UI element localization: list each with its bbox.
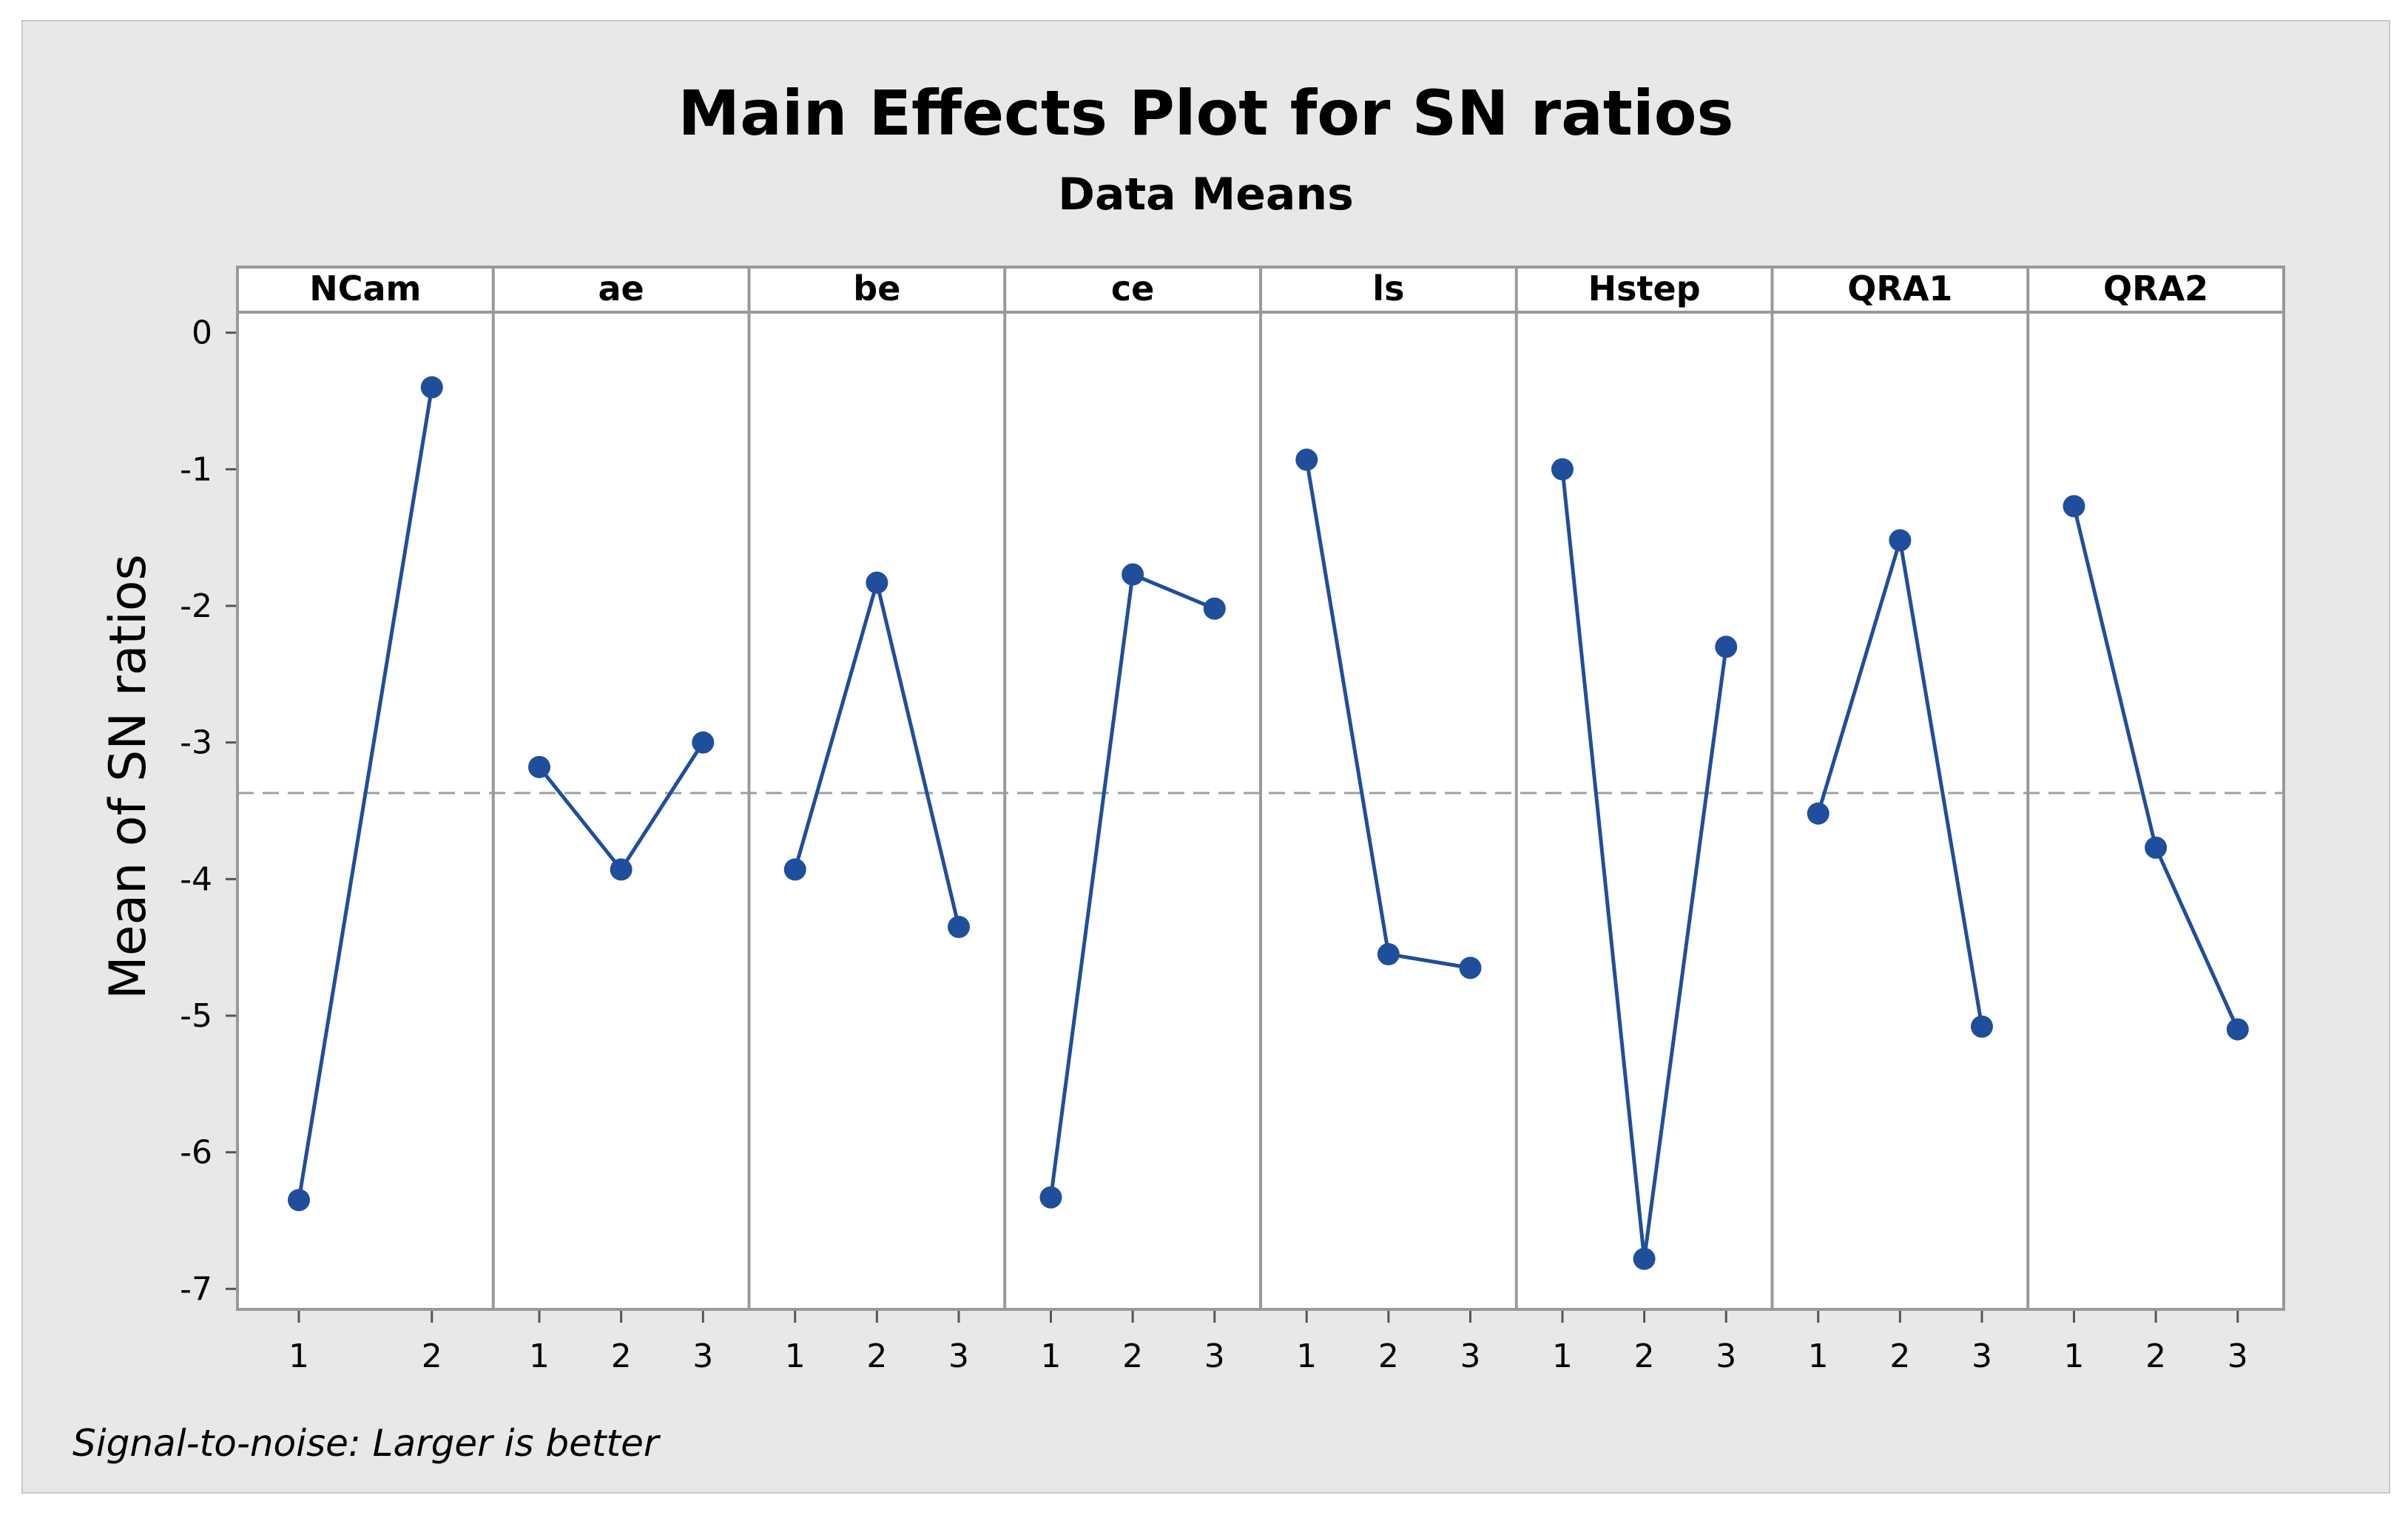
x-tick-label-be-2: 2 (866, 1337, 887, 1375)
data-point-QRA2-1 (2063, 495, 2085, 518)
x-tick-label-ls-3: 3 (1460, 1337, 1481, 1375)
y-tick-label: -3 (180, 724, 212, 762)
data-point-QRA1-2 (1889, 529, 1912, 552)
data-point-be-1 (783, 858, 806, 881)
panel-strip-label-ce: ce (1111, 269, 1154, 308)
data-point-ae-1 (527, 755, 550, 778)
y-axis-label: Mean of SN ratios (99, 554, 158, 999)
data-point-Hstep-2 (1633, 1247, 1656, 1270)
data-point-QRA2-3 (2226, 1018, 2249, 1041)
x-tick-label-QRA2-2: 2 (2145, 1337, 2166, 1375)
x-tick-label-ce-2: 2 (1122, 1337, 1143, 1375)
x-tick-label-QRA2-3: 3 (2227, 1337, 2248, 1375)
series-line-NCam (297, 387, 434, 1201)
x-tick-label-NCam-2: 2 (422, 1337, 442, 1375)
data-point-ce-1 (1039, 1186, 1062, 1209)
data-point-ce-3 (1203, 597, 1226, 620)
x-tick-label-Hstep-3: 3 (1716, 1337, 1736, 1375)
data-point-be-3 (948, 915, 971, 938)
data-point-ls-3 (1459, 957, 1482, 979)
x-tick-label-ls-1: 1 (1296, 1337, 1317, 1375)
panel-strip-label-QRA2: QRA2 (2103, 269, 2208, 308)
y-tick-label: -2 (180, 587, 212, 625)
chart-title: Main Effects Plot for SN ratios (678, 77, 1734, 149)
y-tick-label: 0 (192, 314, 212, 352)
data-point-NCam-2 (420, 376, 443, 399)
data-point-Hstep-1 (1551, 458, 1574, 481)
x-tick-label-ae-1: 1 (529, 1337, 550, 1375)
x-tick-label-NCam-1: 1 (289, 1337, 309, 1375)
y-tick-label: -1 (180, 451, 212, 488)
x-tick-label-QRA2-1: 1 (2063, 1337, 2084, 1375)
x-tick-label-ls-2: 2 (1378, 1337, 1399, 1375)
data-point-QRA2-2 (2145, 836, 2168, 859)
panel-strip-label-ls: ls (1372, 269, 1404, 308)
data-point-Hstep-3 (1715, 635, 1738, 658)
data-point-ls-1 (1295, 448, 1318, 471)
data-point-be-2 (866, 571, 888, 594)
x-tick-label-be-1: 1 (785, 1337, 806, 1375)
x-tick-label-ae-3: 3 (692, 1337, 713, 1375)
y-tick-label: -5 (180, 997, 212, 1035)
y-tick-label: -6 (180, 1134, 212, 1172)
y-axis-label-group: Mean of SN ratios (99, 554, 158, 999)
x-tick-label-be-3: 3 (948, 1337, 969, 1375)
chart-subtitle: Data Means (1058, 169, 1354, 220)
data-point-QRA1-1 (1807, 802, 1829, 825)
footnote: Signal-to-noise: Larger is better (72, 1422, 661, 1465)
y-tick-label: -4 (180, 860, 212, 898)
data-point-ce-2 (1122, 563, 1144, 586)
x-tick-label-ce-1: 1 (1040, 1337, 1061, 1375)
data-point-QRA1-3 (1971, 1015, 1994, 1038)
x-tick-label-ce-3: 3 (1204, 1337, 1225, 1375)
plot-frame (236, 266, 2285, 1311)
data-point-ls-2 (1377, 942, 1400, 965)
panel-strip-label-Hstep: Hstep (1588, 269, 1701, 308)
panels-layer: 0 -1 -2 -3 -4 -5 -6 -7 NCam 1 2 ae 1 2 3 be 1 2 3 ce 1 2 3 ls 1 2… (180, 266, 2285, 1375)
panel-strip-label-NCam: NCam (309, 269, 421, 308)
panel-strip-label-be: be (853, 269, 900, 308)
data-point-NCam-1 (287, 1189, 310, 1212)
x-tick-label-Hstep-2: 2 (1634, 1337, 1655, 1375)
x-tick-label-QRA1-2: 2 (1889, 1337, 1910, 1375)
data-point-ae-3 (692, 731, 715, 754)
x-tick-label-Hstep-1: 1 (1552, 1337, 1573, 1375)
x-tick-label-QRA1-3: 3 (1972, 1337, 1992, 1375)
x-tick-label-ae-2: 2 (611, 1337, 632, 1375)
data-point-ae-2 (610, 858, 633, 881)
panel-strip-label-QRA1: QRA1 (1847, 269, 1952, 308)
x-tick-label-QRA1-1: 1 (1808, 1337, 1829, 1375)
panel-strip-label-ae: ae (598, 269, 644, 308)
y-tick-label: -7 (180, 1270, 212, 1308)
